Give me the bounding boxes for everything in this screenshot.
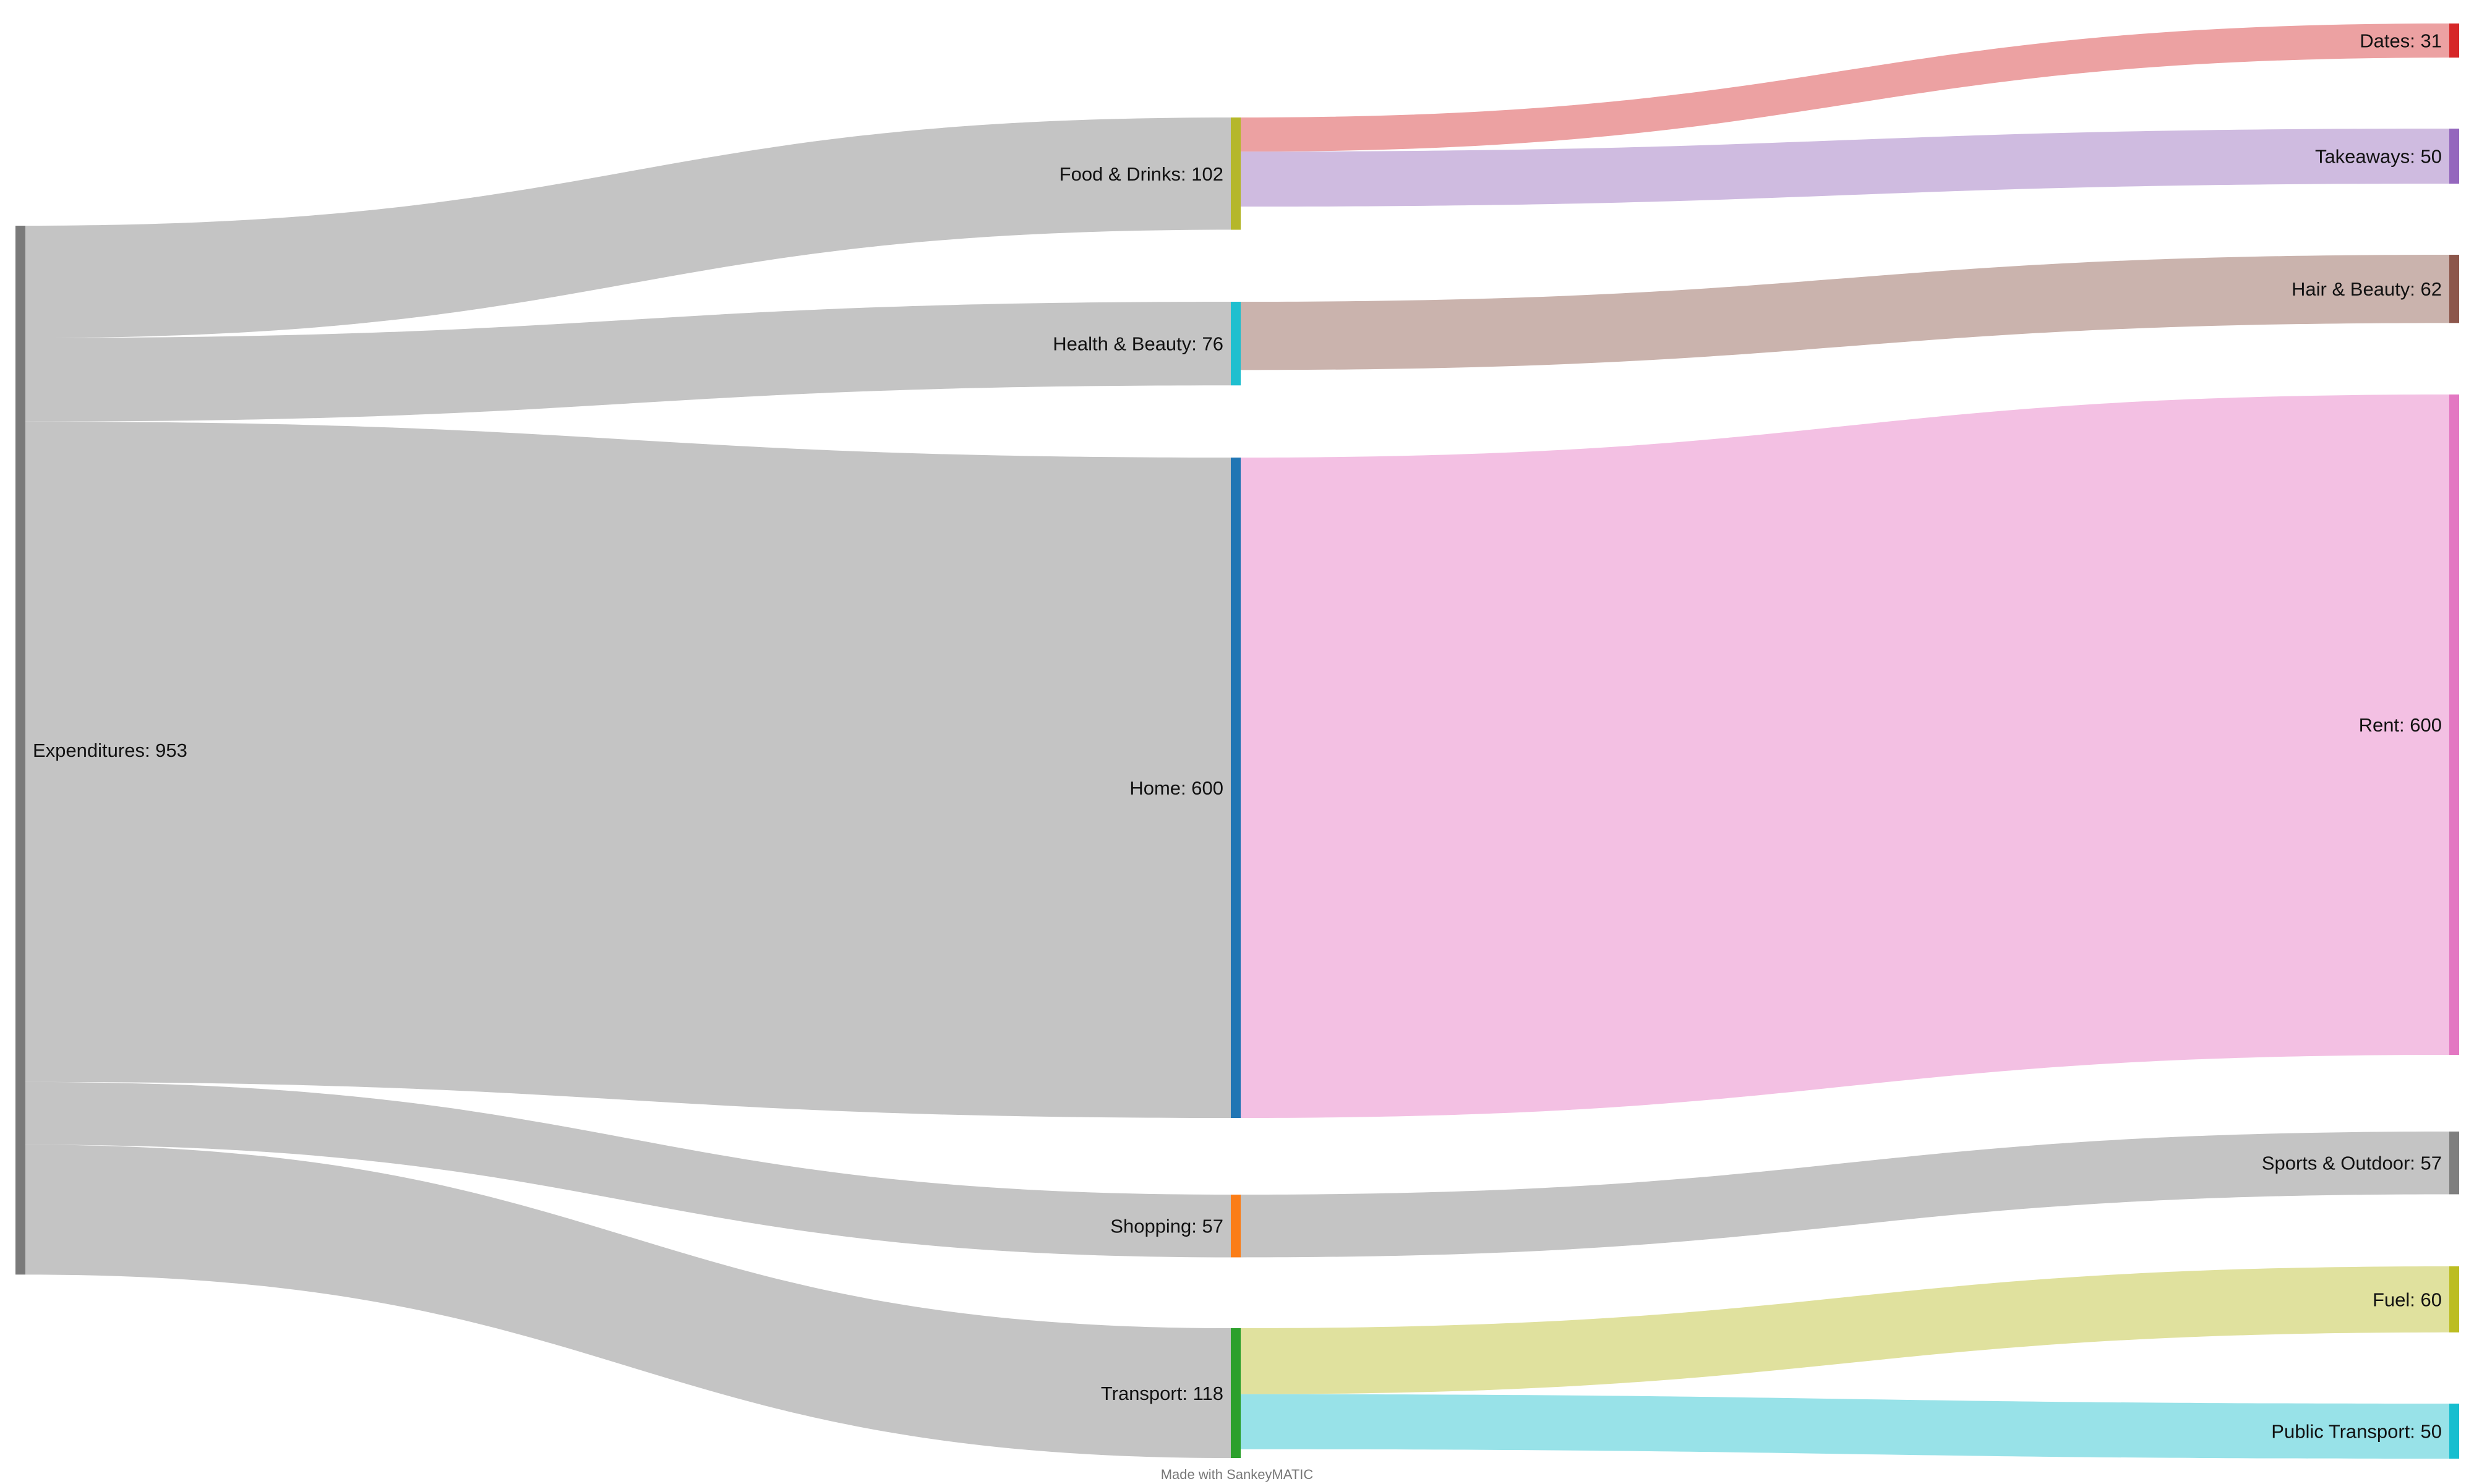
node-label-home: Home: 600: [1129, 777, 1223, 799]
node-label-sports: Sports & Outdoor: 57: [2262, 1153, 2442, 1174]
node-health: [1231, 302, 1241, 386]
link-shopping-to-sports: [1241, 1132, 2449, 1258]
node-transport: [1231, 1328, 1241, 1459]
node-label-transport: Transport: 118: [1101, 1383, 1223, 1404]
nodes-layer: [15, 23, 2459, 1459]
link-food-to-dates: [1241, 23, 2449, 152]
link-home-to-rent: [1241, 394, 2449, 1118]
footer-credit: Made with SankeyMATIC: [1161, 1467, 1314, 1482]
node-label-shopping: Shopping: 57: [1110, 1216, 1223, 1237]
node-label-fuel: Fuel: 60: [2373, 1289, 2442, 1310]
node-label-rent: Rent: 600: [2359, 714, 2442, 736]
node-label-health: Health & Beauty: 76: [1053, 333, 1223, 355]
node-home: [1231, 458, 1241, 1118]
node-hair: [2449, 255, 2459, 323]
node-takeaways: [2449, 129, 2459, 184]
link-transport-to-fuel: [1241, 1266, 2449, 1394]
node-label-expenditures: Expenditures: 953: [33, 740, 187, 761]
link-expenditures-to-transport: [25, 1145, 1231, 1459]
node-fuel: [2449, 1266, 2459, 1333]
link-transport-to-public: [1241, 1394, 2449, 1459]
labels-layer: Expenditures: 953 Food & Drinks: 102 Healt…: [33, 30, 2442, 1443]
node-label-takeaways: Takeaways: 50: [2315, 146, 2442, 168]
link-food-to-takeaways: [1241, 129, 2449, 207]
node-rent: [2449, 394, 2459, 1055]
node-expenditures: [15, 226, 25, 1275]
link-expenditures-to-home: [25, 421, 1231, 1118]
node-food: [1231, 117, 1241, 230]
node-dates: [2449, 23, 2459, 58]
link-expenditures-to-health: [25, 302, 1231, 422]
link-expenditures-to-food: [25, 117, 1231, 338]
node-shopping: [1231, 1195, 1241, 1258]
node-sports: [2449, 1132, 2459, 1195]
links-layer: [25, 23, 2449, 1459]
node-public: [2449, 1404, 2459, 1459]
link-expenditures-to-shopping: [25, 1081, 1231, 1258]
node-label-hair: Hair & Beauty: 62: [2292, 278, 2442, 300]
node-label-public: Public Transport: 50: [2271, 1421, 2442, 1443]
link-health-to-hair: [1241, 255, 2449, 370]
node-label-food: Food & Drinks: 102: [1059, 163, 1223, 185]
node-label-dates: Dates: 31: [2360, 30, 2442, 52]
